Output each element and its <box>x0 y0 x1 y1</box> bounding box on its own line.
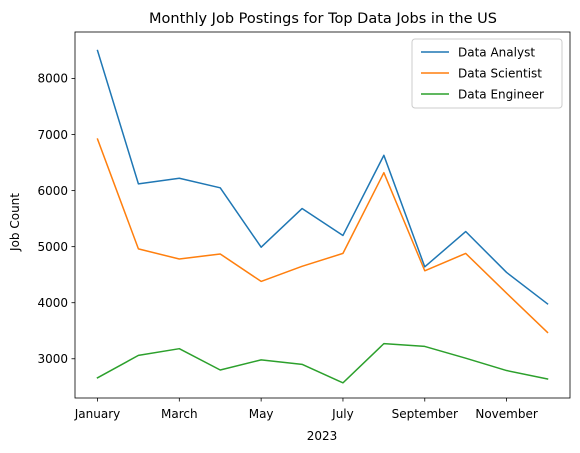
y-tick-label-8000: 8000 <box>37 72 68 86</box>
x-tick-label-september: September <box>392 407 458 421</box>
x-tick-label-may: May <box>249 407 274 421</box>
series-line-1 <box>96 49 549 305</box>
x-tick-label-july: July <box>331 407 354 421</box>
series-line-2 <box>96 138 549 334</box>
y-tick-label-3000: 3000 <box>37 352 68 366</box>
legend-label-1: Data Analyst <box>458 45 535 59</box>
y-tick-label-5000: 5000 <box>37 240 68 254</box>
y-tick-label-4000: 4000 <box>37 296 68 310</box>
plot-area: 3000 4000 5000 6000 7000 8000 January March May J… <box>37 31 571 421</box>
y-tick-label-7000: 7000 <box>37 128 68 142</box>
x-axis-label: 2023 <box>307 429 338 443</box>
axes-frame <box>74 31 571 399</box>
y-tick-label-6000: 6000 <box>37 184 68 198</box>
chart-title: Monthly Job Postings for Top Data Jobs i… <box>149 11 497 27</box>
legend-label-2: Data Scientist <box>458 66 542 80</box>
legend-box <box>411 38 563 109</box>
x-tick-label-march: March <box>161 407 198 421</box>
x-tick-label-november: November <box>475 407 537 421</box>
legend-label-3: Data Engineer <box>458 87 544 101</box>
series-line-3 <box>96 342 549 384</box>
x-tick-label-january: January <box>74 407 121 421</box>
y-axis-label: Job Count <box>8 193 22 252</box>
